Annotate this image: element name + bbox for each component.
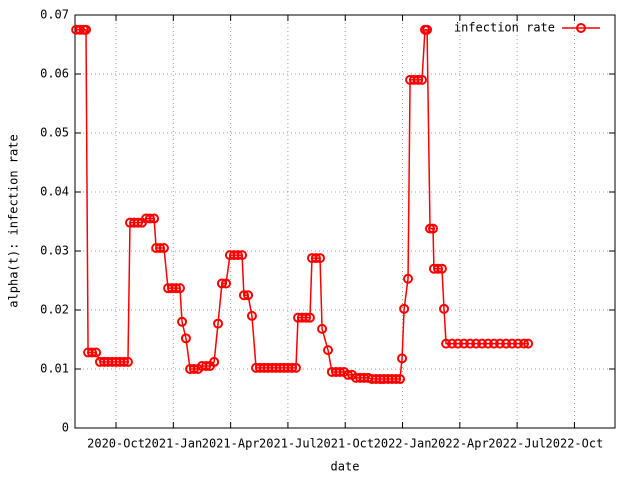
y-tick-label: 0.07: [40, 8, 69, 22]
point-marker: [403, 273, 414, 284]
point-marker: [158, 243, 169, 254]
point-marker: [133, 217, 144, 228]
y-tick-label: 0.04: [40, 185, 69, 199]
y-tick-label: 0.06: [40, 67, 69, 81]
point-marker: [237, 250, 248, 261]
point-marker: [91, 347, 102, 358]
point-marker: [488, 338, 499, 349]
x-tick-label: 2021-Apr: [202, 437, 260, 451]
y-axis-label: alpha(t): infection rate: [7, 134, 21, 307]
point-marker: [422, 24, 433, 35]
point-marker: [232, 250, 243, 261]
point-marker: [447, 338, 458, 349]
x-tick-label: 2021-Jan: [144, 437, 202, 451]
point-marker: [290, 362, 301, 373]
point-marker: [122, 356, 133, 367]
point-marker: [417, 74, 428, 85]
point-marker: [465, 338, 476, 349]
x-tick-label: 2022-Jul: [488, 437, 546, 451]
point-marker: [246, 310, 257, 321]
point-marker: [317, 323, 328, 334]
point-marker: [433, 263, 444, 274]
point-marker: [221, 278, 232, 289]
point-marker: [428, 223, 439, 234]
point-marker: [323, 345, 334, 356]
legend-marker: [576, 23, 586, 33]
y-tick-label: 0.05: [40, 126, 69, 140]
point-marker: [304, 312, 315, 323]
point-marker: [391, 374, 402, 385]
point-marker: [155, 243, 166, 254]
point-marker: [81, 24, 92, 35]
point-marker: [483, 338, 494, 349]
point-marker: [149, 213, 160, 224]
point-marker: [523, 338, 534, 349]
point-marker: [397, 353, 408, 364]
point-marker: [399, 303, 410, 314]
point-marker: [171, 283, 182, 294]
point-marker: [458, 338, 469, 349]
x-tick-label: 2020-Oct: [87, 437, 145, 451]
point-marker: [177, 316, 188, 327]
x-tick-label: 2022-Jan: [374, 437, 432, 451]
point-marker: [216, 278, 227, 289]
plot-frame: [74, 14, 616, 429]
point-marker: [310, 253, 321, 264]
x-tick-label: 2021-Oct: [316, 437, 374, 451]
point-marker: [507, 338, 518, 349]
point-marker: [86, 347, 97, 358]
point-marker: [174, 283, 185, 294]
point-marker: [452, 338, 463, 349]
point-marker: [287, 362, 298, 373]
y-tick-label: 0.03: [40, 244, 69, 258]
point-marker: [477, 338, 488, 349]
point-marker: [180, 333, 191, 344]
point-marker: [301, 312, 312, 323]
point-marker: [395, 374, 406, 385]
point-marker: [439, 303, 450, 314]
y-tick-label: 0: [62, 421, 69, 435]
point-marker: [441, 338, 452, 349]
legend-label: infection rate: [454, 21, 555, 35]
point-marker: [436, 263, 447, 274]
point-marker: [209, 356, 220, 367]
point-marker: [75, 24, 86, 35]
x-tick-label: 2022-Oct: [546, 437, 604, 451]
point-marker: [144, 213, 155, 224]
series-line: [76, 29, 529, 380]
point-marker: [501, 338, 512, 349]
point-marker: [519, 338, 530, 349]
x-tick-label: 2022-Apr: [431, 437, 489, 451]
point-marker: [513, 338, 524, 349]
point-marker: [494, 338, 505, 349]
point-marker: [238, 290, 249, 301]
point-marker: [243, 290, 254, 301]
point-marker: [471, 338, 482, 349]
x-tick-label: 2021-Jul: [259, 437, 317, 451]
point-marker: [213, 318, 224, 329]
x-axis-label: date: [331, 460, 360, 474]
point-marker: [119, 356, 130, 367]
y-tick-label: 0.01: [40, 362, 69, 376]
point-marker: [413, 74, 424, 85]
point-marker: [315, 253, 326, 264]
y-tick-label: 0.02: [40, 303, 69, 317]
point-marker: [201, 361, 212, 372]
